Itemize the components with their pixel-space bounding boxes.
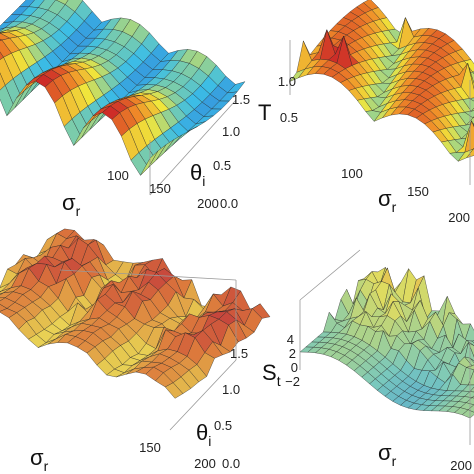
- figure: 100 150 200 0.0 0.5 1.0 1.5 σr θi 1.0 0.…: [0, 0, 474, 474]
- tick-label: 100: [107, 168, 129, 183]
- tick-label: 1.5: [230, 346, 248, 361]
- tick-label: 0.5: [213, 158, 231, 173]
- tick-label: 4: [287, 332, 294, 347]
- tick-label: 1.5: [232, 92, 250, 107]
- tick-label: 0.5: [280, 110, 298, 125]
- tick-label: 0.0: [220, 196, 238, 211]
- axis-label: σr: [378, 440, 397, 469]
- axis-label: θi: [196, 420, 211, 449]
- tick-label: 1.0: [278, 74, 296, 89]
- tick-label: 2: [289, 346, 296, 361]
- tick-label: 200: [197, 196, 219, 211]
- tick-label: 150: [139, 440, 161, 455]
- tick-label: 200: [194, 456, 216, 471]
- tick-label: 1.0: [222, 124, 240, 139]
- tick-label: 0.5: [214, 418, 232, 433]
- tick-label: 200: [448, 210, 470, 225]
- page: 100 150 200 0.0 0.5 1.0 1.5 σr θi 1.0 0.…: [0, 0, 474, 474]
- axis-label: θi: [190, 160, 205, 189]
- tick-label: 1.0: [222, 382, 240, 397]
- axis-label: T: [258, 100, 271, 125]
- axis-label: St: [262, 360, 281, 389]
- tick-label: 100: [341, 166, 363, 181]
- axis-label: σr: [30, 445, 49, 474]
- axis-label: σr: [378, 186, 397, 215]
- tick-label: −2: [285, 374, 300, 389]
- tick-label: 150: [407, 184, 429, 199]
- axis-label: σr: [62, 190, 81, 219]
- tick-label: 0: [291, 360, 298, 375]
- tick-label: 0.0: [222, 456, 240, 471]
- tick-label: 200: [450, 458, 472, 473]
- tick-label: 150: [149, 181, 171, 196]
